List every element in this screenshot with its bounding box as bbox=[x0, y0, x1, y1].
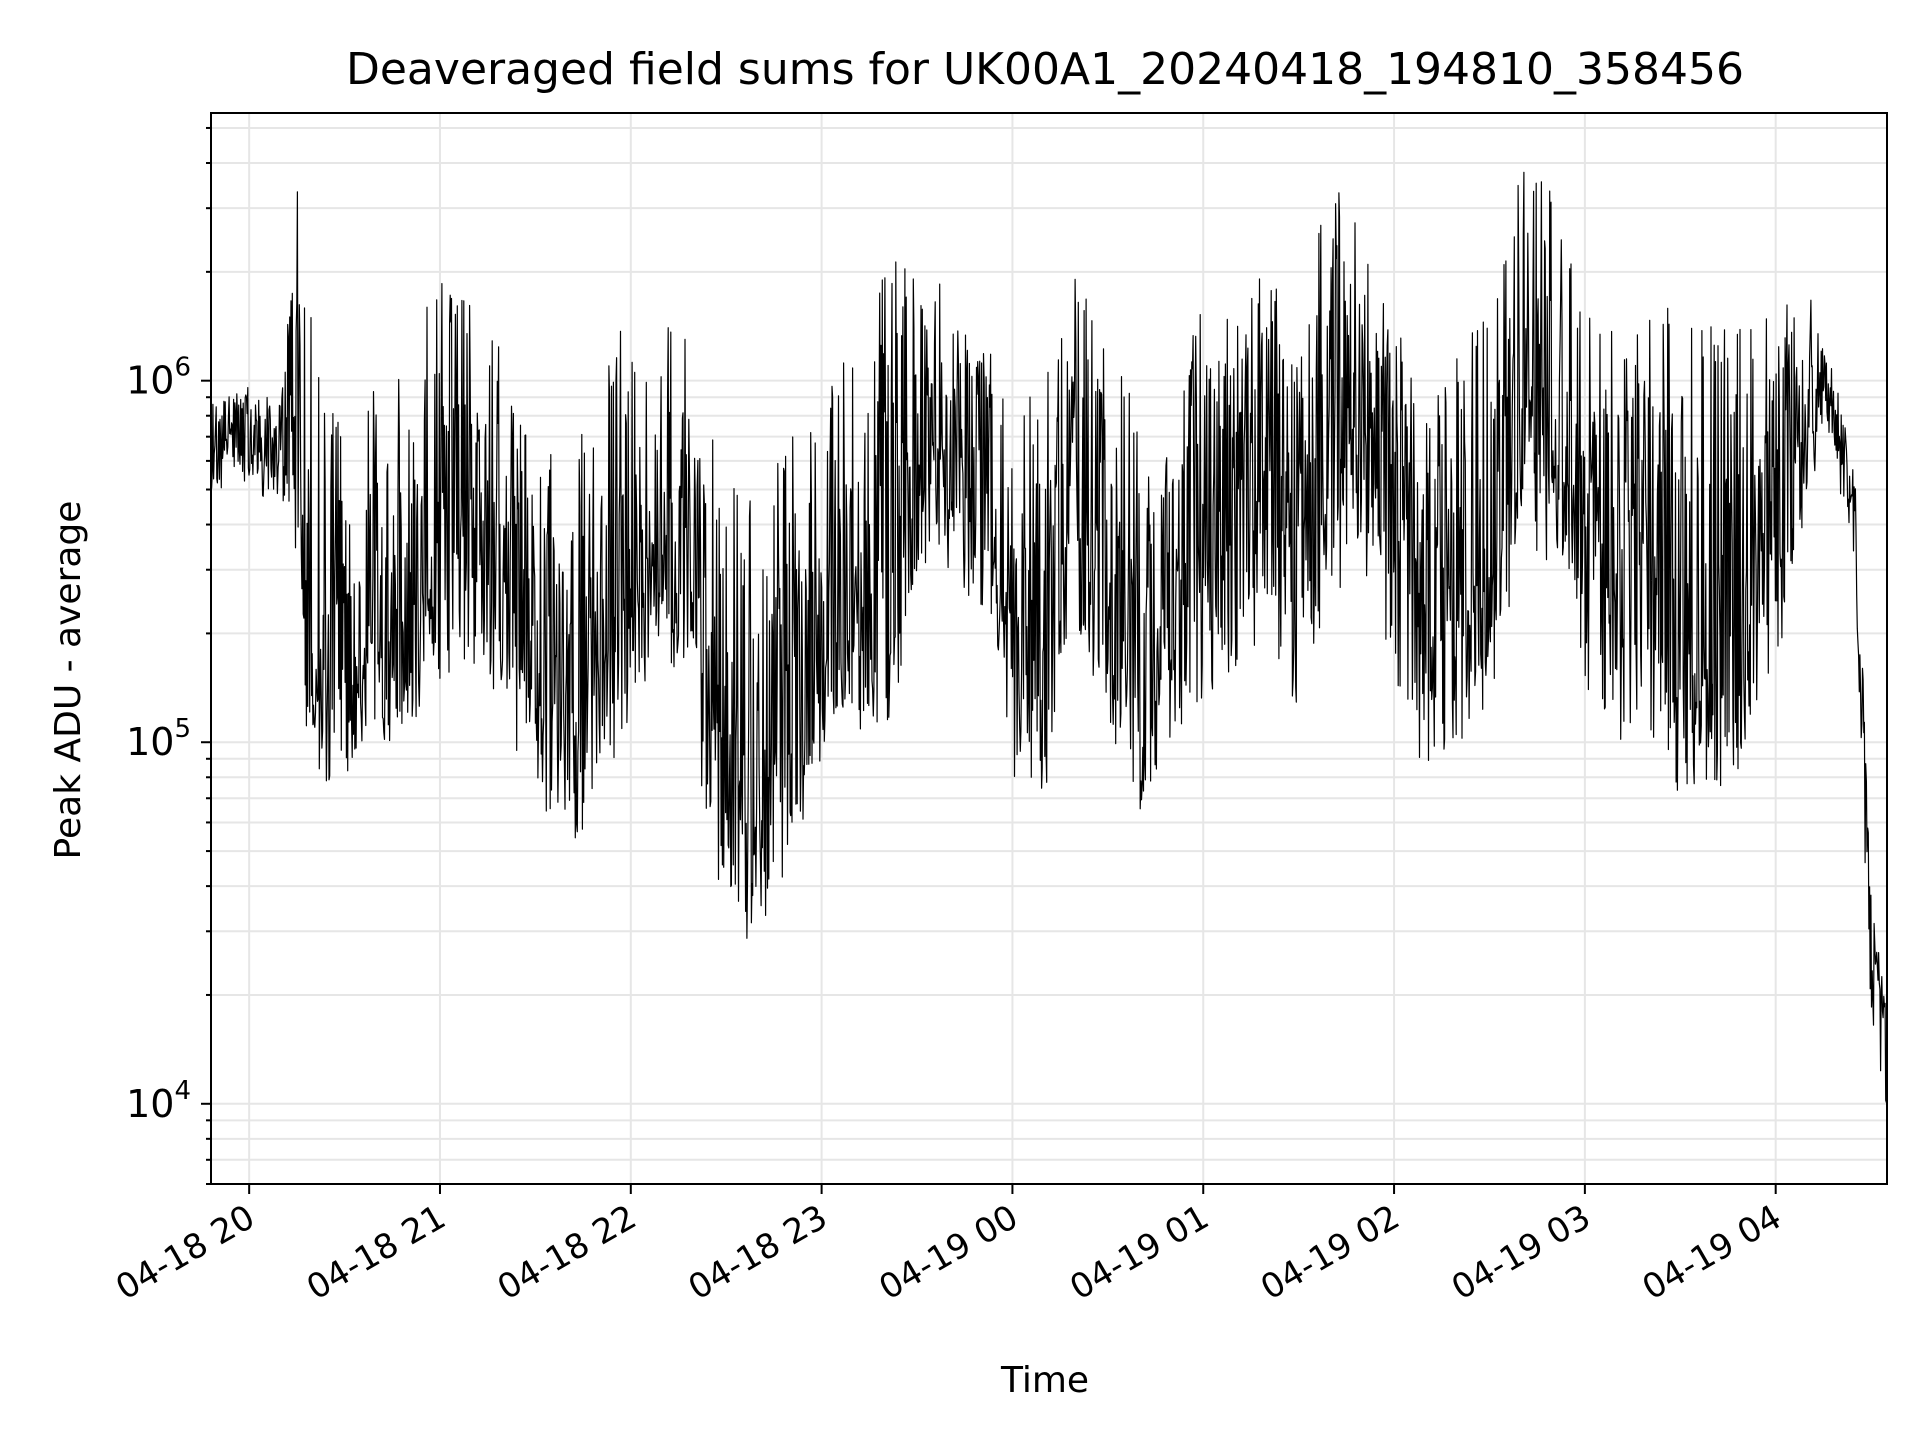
y-tick-exponent: 4 bbox=[174, 1076, 191, 1106]
data-line-group bbox=[210, 171, 1888, 1104]
x-axis-label: Time bbox=[1000, 1360, 1089, 1401]
y-tick-base: 10 bbox=[126, 359, 174, 403]
y-tick-base: 10 bbox=[126, 720, 174, 764]
y-tick-label: 105 bbox=[126, 714, 191, 764]
chart-title: Deaveraged field sums for UK00A1_2024041… bbox=[346, 44, 1744, 95]
y-axis-label: Peak ADU - average bbox=[48, 501, 89, 860]
data-line bbox=[210, 171, 1888, 1104]
y-tick-exponent: 5 bbox=[174, 714, 191, 744]
plot-frame bbox=[210, 112, 1888, 1185]
y-tick-exponent: 6 bbox=[174, 353, 191, 383]
y-tick-label: 106 bbox=[126, 353, 191, 403]
y-tick-base: 10 bbox=[126, 1082, 174, 1126]
y-tick-label: 104 bbox=[126, 1076, 191, 1126]
